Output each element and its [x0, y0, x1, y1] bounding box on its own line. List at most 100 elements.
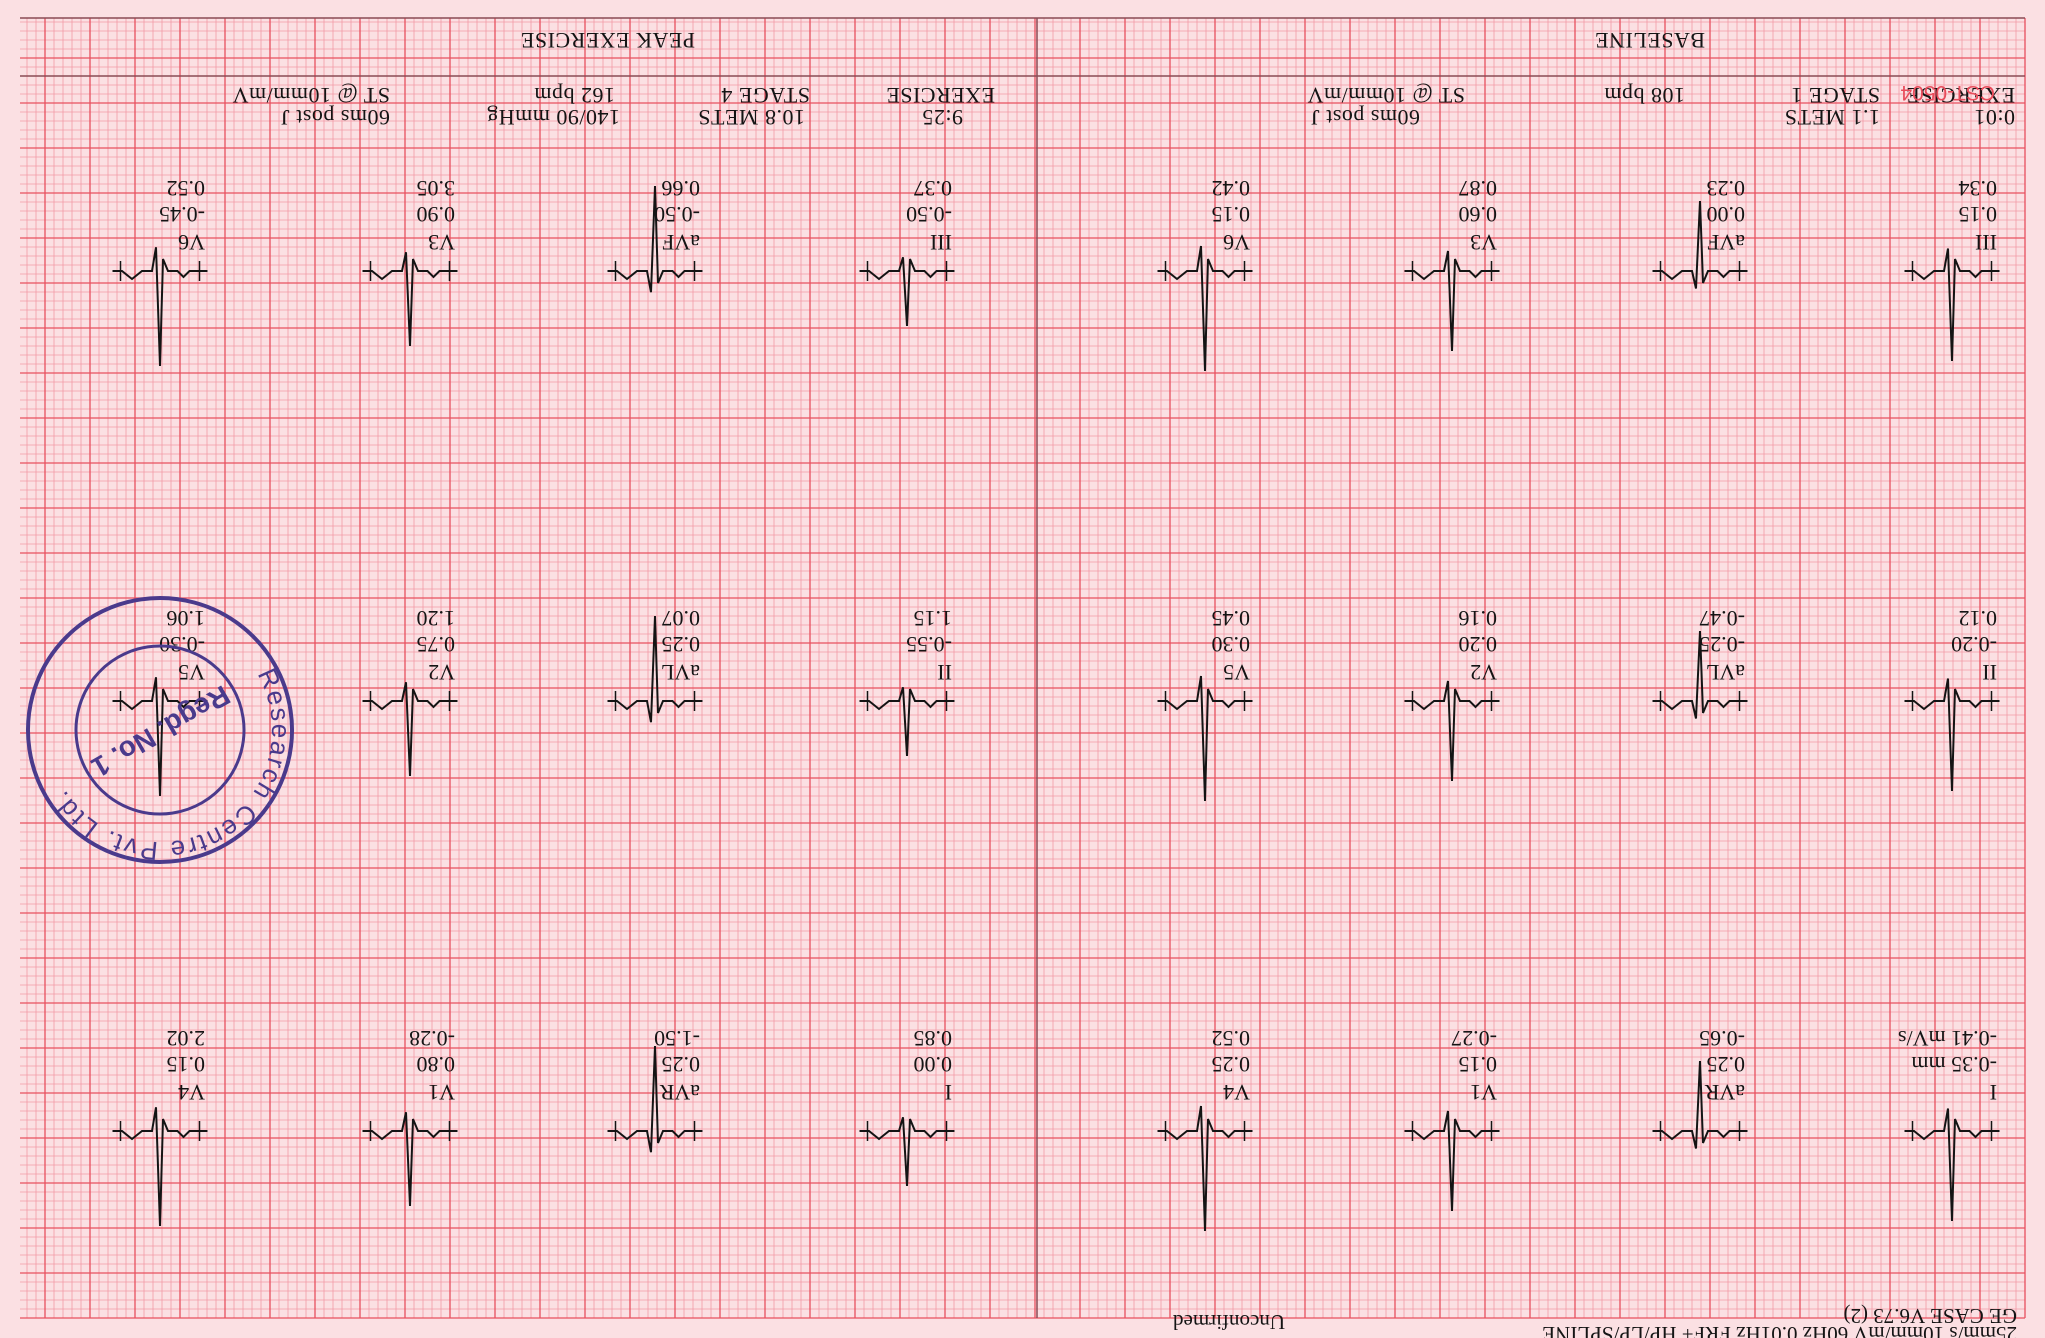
peak-hr: 162 bpm: [533, 83, 615, 108]
lead-value-2: 0.16: [1458, 606, 1498, 631]
lead-name: aVF: [662, 230, 700, 255]
section-divider: [20, 17, 2025, 1318]
j-point-marker: [866, 1121, 948, 1141]
lead-value-2: 0.45: [1211, 606, 1251, 631]
lead-value-2: -0.28: [409, 1026, 455, 1051]
lead-name: V4: [1223, 1080, 1250, 1105]
lead-value-2: 0.66: [661, 176, 701, 201]
lead-value-1: 0.15: [1958, 202, 1998, 227]
lead-value-1: 0.75: [416, 632, 456, 657]
lead-value-1: 0.80: [416, 1052, 456, 1077]
svg-text:Research Centre Pvt. Ltd.: Research Centre Pvt. Ltd.: [42, 661, 310, 880]
j-point-marker: [1411, 691, 1493, 711]
j-point-marker: [1164, 1121, 1246, 1141]
lead-value-1: 0.25: [661, 1052, 701, 1077]
j-point-marker: [369, 1121, 451, 1141]
lead-name: aVF: [1707, 230, 1745, 255]
lead-value-1: 0.60: [1458, 202, 1498, 227]
lead-name: V1: [1470, 1080, 1497, 1105]
clinic-stamp: Research Centre Pvt. Ltd. Regd. No. 1: [26, 596, 310, 880]
ecg-waveform: [1404, 250, 1500, 352]
ecg-waveform: [607, 1045, 703, 1153]
ecg-waveform: [1652, 630, 1748, 719]
lead-value-1: -0.55: [906, 632, 952, 657]
j-point-marker: [1659, 1121, 1741, 1141]
lead-value-1: -0.25: [1699, 632, 1745, 657]
lead-name: V2: [1470, 660, 1497, 685]
lead-value-1: 0.15: [1458, 1052, 1498, 1077]
lead-value-2: 0.52: [166, 176, 206, 201]
grid-minor-lines: [20, 18, 2025, 1318]
lead-value-2: 1.15: [913, 606, 953, 631]
lead-value-2: 0.42: [1211, 176, 1251, 201]
ecg-waveform: [607, 615, 703, 723]
baseline-post: 60ms post J: [1310, 105, 1420, 130]
baseline-time: 0:01: [1973, 105, 2015, 130]
lead-value-1: 0.25: [661, 632, 701, 657]
lead-name: V2: [428, 660, 455, 685]
lead-name: V6: [178, 230, 205, 255]
j-point-marker: [1411, 261, 1493, 281]
lead-value-1: -0.35 mm: [1911, 1052, 1997, 1077]
j-point-marker: [369, 691, 451, 711]
ecg-waveform: [1157, 245, 1253, 372]
ecg-waveform: [112, 677, 208, 797]
lead-value-2: 0.07: [661, 606, 701, 631]
peak-st: ST @ 10mm/mV: [232, 83, 390, 108]
lead-name: aVR: [659, 1080, 700, 1105]
peak-section: PEAK EXERCISE: [520, 28, 695, 53]
lead-value-1: 0.00: [913, 1052, 953, 1077]
lead-value-2: 0.87: [1458, 176, 1498, 201]
lead-name: I: [1989, 1080, 1997, 1105]
baseline-stage: STAGE 1: [1790, 83, 1880, 108]
lead-value-2: -0.47: [1699, 606, 1745, 631]
lead-value-1: -0.50: [906, 202, 952, 227]
lead-value-1: 0.20: [1458, 632, 1498, 657]
j-point-marker: [1911, 691, 1993, 711]
j-point-marker: [1659, 691, 1741, 711]
ecg-waveform: [859, 1116, 955, 1187]
peak-time: 9:25: [921, 105, 963, 130]
lead-value-2: -0.27: [1451, 1026, 1497, 1051]
ecg-waveform: [1652, 200, 1748, 289]
baseline-hr: 108 bpm: [1603, 83, 1685, 108]
lead-value-2: 0.52: [1211, 1026, 1251, 1051]
lead-value-1: -0.50: [654, 202, 700, 227]
j-point-marker: [119, 691, 201, 711]
lead-name: I: [944, 1080, 952, 1105]
j-point-marker: [866, 261, 948, 281]
stamp-ring-text: Research Centre Pvt. Ltd.: [42, 661, 310, 880]
j-point-marker: [614, 1121, 696, 1141]
j-point-marker: [119, 261, 201, 281]
ecg-waveform: [1904, 248, 2000, 362]
lead-value-2: 3.05: [416, 176, 456, 201]
lead-value-1: -0.45: [159, 202, 205, 227]
ecg-waveform: [112, 1107, 208, 1227]
lead-value-2: 1.20: [416, 606, 456, 631]
header-settings: 25mm/s 10mm/mV 60Hz 0.01Hz FRF+ HP/LP/SP…: [1542, 1322, 2017, 1338]
lead-value-2: -1.50: [654, 1026, 700, 1051]
baseline-st: ST @ 10mm/mV: [1307, 83, 1465, 108]
j-point-marker: [1411, 1121, 1493, 1141]
lead-value-1: 0.15: [1211, 202, 1251, 227]
ecg-waveform: [1404, 1110, 1500, 1212]
j-point-marker: [1911, 261, 1993, 281]
lead-name: III: [1975, 230, 1997, 255]
j-point-marker: [1164, 261, 1246, 281]
lead-value-2: -0.41 mV/s: [1898, 1026, 1997, 1051]
peak-post: 60ms post J: [280, 105, 390, 130]
j-point-marker: [614, 691, 696, 711]
lead-value-1: -0.20: [1951, 632, 1997, 657]
baseline-mets: 1.1 METS: [1784, 105, 1880, 130]
lead-name: V3: [428, 230, 455, 255]
stamp-center-text: Regd. No. 1: [86, 679, 235, 783]
lead-value-2: 0.34: [1958, 176, 1998, 201]
header-status: Unconfirmed: [1173, 1310, 1285, 1334]
peak-mets: 10.8 METS: [697, 105, 805, 130]
j-point-marker: [614, 261, 696, 281]
lead-name: II: [1982, 660, 1997, 685]
lead-name: III: [930, 230, 952, 255]
lead-value-2: -0.65: [1699, 1026, 1745, 1051]
